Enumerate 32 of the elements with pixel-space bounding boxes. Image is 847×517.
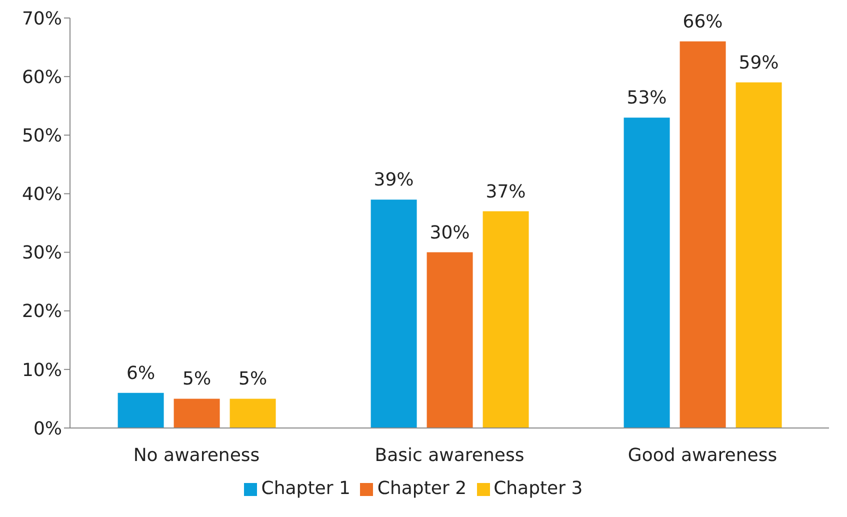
data-label: 66% <box>682 11 723 32</box>
bar <box>482 211 529 428</box>
data-label: 6% <box>126 362 156 384</box>
y-tick-label: 10% <box>22 360 62 381</box>
bar <box>370 200 417 428</box>
y-tick-label: 30% <box>22 242 62 264</box>
y-tick-label: 50% <box>22 126 62 147</box>
bar <box>118 392 164 428</box>
x-tick-label: Basic awareness <box>374 444 524 466</box>
bar <box>230 398 276 428</box>
data-label: 39% <box>374 170 414 191</box>
x-tick-label: No awareness <box>133 444 260 466</box>
bar <box>174 398 220 428</box>
legend-label: Chapter 3 <box>494 478 583 499</box>
x-tick-label: Good awareness <box>628 444 778 466</box>
data-label: 30% <box>430 222 470 244</box>
y-tick-label: 20% <box>22 301 62 322</box>
legend-label: Chapter 1 <box>261 478 350 499</box>
data-label: 5% <box>238 368 268 390</box>
data-label: 37% <box>486 181 526 202</box>
y-tick-label: 0% <box>33 418 62 440</box>
bar <box>426 252 473 428</box>
y-tick-label: 40% <box>22 184 62 206</box>
bar <box>624 118 670 428</box>
bar <box>736 82 782 428</box>
y-tick-label: 70% <box>22 8 62 30</box>
y-tick-label: 60% <box>22 66 62 88</box>
data-label: 53% <box>626 88 667 109</box>
legend-label: Chapter 2 <box>377 478 467 499</box>
data-label: 5% <box>182 368 212 390</box>
bar <box>680 41 726 428</box>
data-label: 59% <box>738 52 779 74</box>
